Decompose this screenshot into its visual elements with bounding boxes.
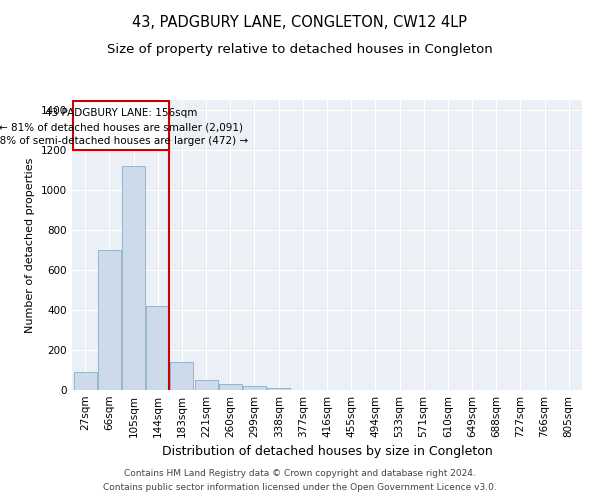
Text: 43 PADGBURY LANE: 156sqm: 43 PADGBURY LANE: 156sqm [44,108,197,118]
Text: Contains HM Land Registry data © Crown copyright and database right 2024.: Contains HM Land Registry data © Crown c… [124,468,476,477]
Text: ← 81% of detached houses are smaller (2,091): ← 81% of detached houses are smaller (2,… [0,123,243,133]
Bar [122,166,145,390]
Bar [194,380,218,390]
Bar [146,306,169,390]
Bar [74,372,97,390]
Text: 18% of semi-detached houses are larger (472) →: 18% of semi-detached houses are larger (… [0,136,248,146]
Text: 43, PADGBURY LANE, CONGLETON, CW12 4LP: 43, PADGBURY LANE, CONGLETON, CW12 4LP [133,15,467,30]
Bar [98,250,121,390]
Text: Size of property relative to detached houses in Congleton: Size of property relative to detached ho… [107,42,493,56]
Bar [243,386,266,390]
Y-axis label: Number of detached properties: Number of detached properties [25,158,35,332]
Text: Contains public sector information licensed under the Open Government Licence v3: Contains public sector information licen… [103,484,497,492]
Bar [73,101,169,150]
X-axis label: Distribution of detached houses by size in Congleton: Distribution of detached houses by size … [161,446,493,458]
Bar [170,362,193,390]
Bar [219,384,242,390]
Bar [267,388,290,390]
